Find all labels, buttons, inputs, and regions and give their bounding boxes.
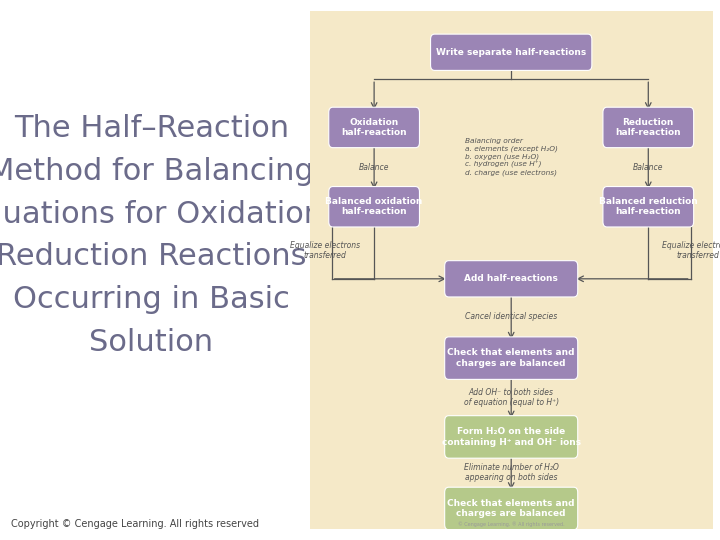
Text: Balance: Balance	[359, 163, 390, 172]
FancyBboxPatch shape	[445, 416, 577, 458]
FancyBboxPatch shape	[329, 186, 420, 227]
Text: Add OH⁻ to both sides
of equation (equal to H⁺): Add OH⁻ to both sides of equation (equal…	[464, 388, 559, 407]
FancyBboxPatch shape	[445, 487, 577, 530]
Text: Reduction
half-reaction: Reduction half-reaction	[616, 118, 681, 137]
Text: Balance: Balance	[633, 163, 664, 172]
FancyBboxPatch shape	[445, 261, 577, 297]
FancyBboxPatch shape	[603, 107, 693, 147]
Text: Check that elements and
charges are balanced: Check that elements and charges are bala…	[447, 499, 575, 518]
Text: 31: 31	[696, 517, 711, 530]
Text: Equalize electrons
transferred: Equalize electrons transferred	[290, 241, 360, 260]
Text: Balanced reduction
half-reaction: Balanced reduction half-reaction	[599, 197, 698, 217]
Text: Balanced oxidation
half-reaction: Balanced oxidation half-reaction	[325, 197, 423, 217]
Text: Oxidation
half-reaction: Oxidation half-reaction	[341, 118, 407, 137]
Text: Copyright © Cengage Learning. All rights reserved: Copyright © Cengage Learning. All rights…	[11, 519, 258, 529]
Text: Eliminate number of H₂O
appearing on both sides: Eliminate number of H₂O appearing on bot…	[464, 463, 559, 482]
FancyBboxPatch shape	[310, 11, 713, 529]
Text: © Cengage Learning. ® All rights reserved.: © Cengage Learning. ® All rights reserve…	[458, 521, 564, 526]
Text: Equalize electrons
transferred: Equalize electrons transferred	[662, 241, 720, 260]
FancyBboxPatch shape	[329, 107, 420, 147]
FancyBboxPatch shape	[431, 34, 592, 70]
Text: Check that elements and
charges are balanced: Check that elements and charges are bala…	[447, 348, 575, 368]
Text: Form H₂O on the side
containing H⁺ and OH⁻ ions: Form H₂O on the side containing H⁺ and O…	[441, 427, 581, 447]
FancyBboxPatch shape	[603, 186, 693, 227]
Text: Add half-reactions: Add half-reactions	[464, 274, 558, 284]
Text: The Half–Reaction
Method for Balancing
Equations for Oxidation–
Reduction Reacti: The Half–Reaction Method for Balancing E…	[0, 114, 338, 357]
Text: Balancing order
a. elements (except H₂O)
b. oxygen (use H₂O)
c. hydrogen (use H⁺: Balancing order a. elements (except H₂O)…	[465, 138, 557, 176]
Text: Cancel identical species: Cancel identical species	[465, 313, 557, 321]
FancyBboxPatch shape	[445, 337, 577, 380]
Text: Write separate half-reactions: Write separate half-reactions	[436, 48, 586, 57]
